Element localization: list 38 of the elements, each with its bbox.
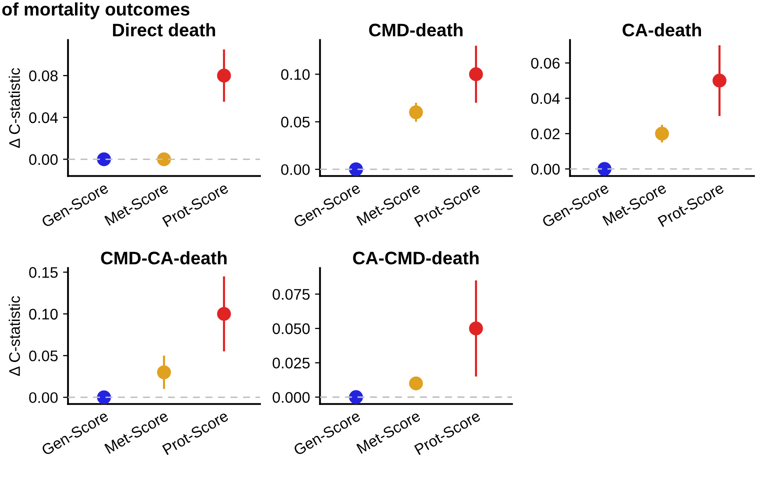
y-tick-label: 0.050 — [272, 323, 310, 334]
y-tick-label: 0.15 — [29, 267, 58, 278]
chart-title: Direct death — [113, 23, 216, 36]
y-tick-label: 0.10 — [281, 69, 310, 80]
point — [409, 105, 423, 120]
point — [469, 322, 483, 336]
y-tick-label: 0.00 — [29, 154, 58, 165]
y-tick-label: 0.06 — [531, 58, 560, 69]
point — [349, 390, 363, 404]
y-tick-label: 0.10 — [29, 308, 58, 320]
y-axis-title: Δ C-statistic — [8, 68, 20, 148]
y-tick-label: 0.075 — [272, 288, 310, 300]
point — [97, 390, 111, 404]
chart-title: CMD-CA-death — [101, 251, 227, 264]
y-tick-label: 0.08 — [29, 70, 58, 82]
y-tick-label: 0.000 — [272, 392, 310, 403]
y-tick-label: 0.00 — [531, 164, 560, 175]
text: of mortality outcomes — [2, 2, 190, 20]
y-tick-label: 0.04 — [531, 93, 560, 104]
point — [655, 126, 669, 141]
y-tick-label: 0.05 — [281, 116, 310, 128]
point — [349, 162, 363, 176]
point — [598, 162, 612, 176]
point — [712, 74, 726, 88]
point — [217, 306, 231, 321]
point — [469, 67, 483, 82]
y-tick-label: 0.025 — [272, 358, 310, 368]
y-tick-label: 0.00 — [281, 164, 310, 176]
y-tick-label: 0.00 — [29, 392, 58, 404]
chart-title: CA-CMD-death — [353, 251, 479, 264]
y-axis-title: Δ C-statistic — [8, 296, 20, 376]
point — [409, 376, 423, 390]
chart-title: CMD-death — [369, 23, 463, 36]
point — [157, 365, 171, 380]
y-tick-label: 0.05 — [29, 350, 58, 362]
y-tick-label: 0.04 — [29, 112, 58, 124]
y-tick-label: 0.02 — [531, 128, 560, 140]
chart-title: CA-death — [622, 23, 702, 36]
